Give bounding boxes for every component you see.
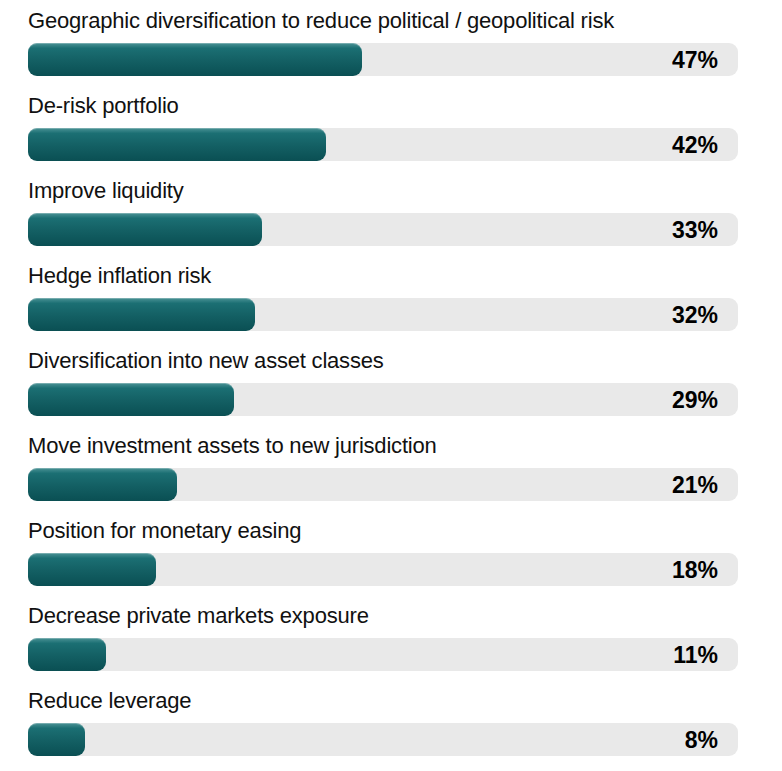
bar-label: Improve liquidity xyxy=(28,170,738,205)
bar-row: Decrease private markets exposure 11% xyxy=(28,595,738,680)
bar-row: Reduce leverage 8% xyxy=(28,680,738,765)
bar-row: Hedge inflation risk 32% xyxy=(28,255,738,340)
bar-row: Diversification into new asset classes 2… xyxy=(28,340,738,425)
bar-track: 8% xyxy=(28,723,738,756)
bar-track: 29% xyxy=(28,383,738,416)
bar-fill xyxy=(28,638,106,671)
bar-value-label: 32% xyxy=(672,301,718,328)
bar-row: Geographic diversification to reduce pol… xyxy=(28,0,738,85)
bar-label: Move investment assets to new jurisdicti… xyxy=(28,425,738,460)
bar-value-label: 42% xyxy=(672,131,718,158)
bar-fill xyxy=(28,298,255,331)
bar-label: De-risk portfolio xyxy=(28,85,738,120)
bar-value-label: 21% xyxy=(672,471,718,498)
bar-label: Diversification into new asset classes xyxy=(28,340,738,375)
bar-rows-container: Geographic diversification to reduce pol… xyxy=(28,0,738,765)
bar-fill xyxy=(28,383,234,416)
bar-track: 21% xyxy=(28,468,738,501)
bar-value-label: 29% xyxy=(672,386,718,413)
bar-label: Decrease private markets exposure xyxy=(28,595,738,630)
bar-fill xyxy=(28,128,326,161)
bar-fill xyxy=(28,468,177,501)
bar-label: Geographic diversification to reduce pol… xyxy=(28,0,738,35)
bar-row: Improve liquidity 33% xyxy=(28,170,738,255)
bar-track: 32% xyxy=(28,298,738,331)
bar-track: 33% xyxy=(28,213,738,246)
bar-fill xyxy=(28,723,85,756)
horizontal-bar-chart: Geographic diversification to reduce pol… xyxy=(0,0,782,771)
bar-track: 47% xyxy=(28,43,738,76)
bar-fill xyxy=(28,43,362,76)
bar-value-label: 47% xyxy=(672,46,718,73)
bar-label: Position for monetary easing xyxy=(28,510,738,545)
bar-row: Position for monetary easing 18% xyxy=(28,510,738,595)
bar-track: 42% xyxy=(28,128,738,161)
bar-value-label: 11% xyxy=(673,641,718,668)
bar-fill xyxy=(28,213,262,246)
bar-value-label: 8% xyxy=(685,726,718,753)
bar-row: De-risk portfolio 42% xyxy=(28,85,738,170)
bar-value-label: 18% xyxy=(672,556,718,583)
bar-track: 11% xyxy=(28,638,738,671)
bar-label: Hedge inflation risk xyxy=(28,255,738,290)
bar-fill xyxy=(28,553,156,586)
bar-label: Reduce leverage xyxy=(28,680,738,715)
bar-row: Move investment assets to new jurisdicti… xyxy=(28,425,738,510)
bar-value-label: 33% xyxy=(672,216,718,243)
bar-track: 18% xyxy=(28,553,738,586)
